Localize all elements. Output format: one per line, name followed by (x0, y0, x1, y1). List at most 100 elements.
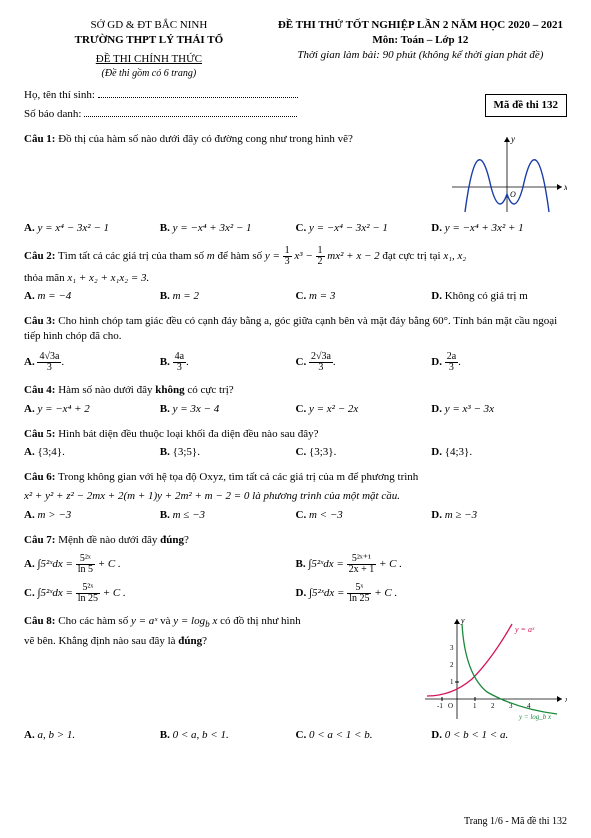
header-right: ĐỀ THI THỬ TỐT NGHIỆP LẦN 2 NĂM HỌC 2020… (274, 18, 567, 80)
svg-text:O: O (448, 702, 453, 710)
q6-label: Câu 6: (24, 471, 55, 483)
q8-C: C. 0 < a < 1 < b. (296, 728, 432, 743)
header-left: SỞ GD & ĐT BẮC NINH TRƯỜNG THPT LÝ THÁI … (24, 18, 274, 80)
svg-text:y: y (510, 134, 515, 144)
q2-B: B. m = 2 (160, 289, 296, 304)
q8-graph: x y O -1 1 2 3 4 1 2 3 y = aˣ y = log_b … (417, 614, 567, 724)
q6-B: B. m ≤ −3 (160, 508, 296, 523)
q1-label: Câu 1: (24, 133, 55, 145)
q7-D: D. ∫5²ˣdx = 5ˣln 25 + C . (296, 583, 568, 604)
q1-choices: A. y = x⁴ − 3x² − 1 B. y = −x⁴ + 3x² − 1… (24, 221, 567, 236)
info-block: Họ, tên thí sinh: Số báo danh: Mã đề thi… (24, 88, 567, 122)
q2-C: C. m = 3 (296, 289, 432, 304)
id-label: Số báo danh: (24, 108, 81, 120)
q2-t1: Tìm tất cả các giá trị của tham số (58, 250, 207, 262)
q7-label: Câu 7: (24, 534, 55, 546)
q2-t2: để hàm số (218, 250, 265, 262)
school: TRƯỜNG THPT LÝ THÁI TỔ (24, 33, 274, 48)
q5-label: Câu 5: (24, 428, 55, 440)
q6-text: Trong không gian với hệ tọa độ Oxyz, tìm… (58, 471, 418, 483)
svg-text:y = aˣ: y = aˣ (514, 625, 535, 634)
q4-text: Hàm số nào dưới đây không có cực trị? (58, 384, 233, 396)
q3-A: A. 4√3a3. (24, 352, 160, 373)
question-7: Câu 7: Mệnh đề nào dưới đây đúng? A. ∫5²… (24, 533, 567, 604)
svg-text:x: x (563, 182, 567, 192)
q1-B: B. y = −x⁴ + 3x² − 1 (160, 221, 296, 236)
q6-C: C. m < −3 (296, 508, 432, 523)
svg-text:3: 3 (450, 644, 454, 652)
q1-D: D. y = −x⁴ + 3x² + 1 (431, 221, 567, 236)
q3-text: Cho hình chóp tam giác đều có cạnh đáy b… (24, 315, 557, 342)
q8-t2: vẽ bên. Khẳng định nào sau đây là đúng? (24, 634, 417, 649)
question-5: Câu 5: Hình bát diện đều thuộc loại khối… (24, 427, 567, 461)
svg-text:y: y (460, 616, 465, 625)
q3-choices: A. 4√3a3. B. 4a3. C. 2√3a3. D. 2a3. (24, 352, 567, 373)
footer: Trang 1/6 - Mã đề thi 132 (464, 815, 567, 829)
question-4: Câu 4: Hàm số nào dưới đây không có cực … (24, 383, 567, 417)
subject: Môn: Toán – Lớp 12 (274, 33, 567, 48)
q4-B: B. y = 3x − 4 (160, 402, 296, 417)
q8-D: D. 0 < b < 1 < a. (431, 728, 567, 743)
q2-cond: thỏa mãn x₁ + x₂ + x₁x₂ = 3. (24, 271, 567, 286)
question-1: Câu 1: Đồ thị của hàm số nào dưới đây có… (24, 132, 567, 236)
q1-text: Đồ thị của hàm số nào dưới đây có đường … (58, 133, 353, 145)
name-label: Họ, tên thí sinh: (24, 89, 95, 101)
q1-graph: x y O (447, 132, 567, 217)
q6-choices: A. m > −3 B. m ≤ −3 C. m < −3 D. m ≥ −3 (24, 508, 567, 523)
svg-text:y = log_b x: y = log_b x (518, 713, 552, 721)
q7-choices: A. ∫5²ˣdx = 5²ˣln 5 + C . B. ∫5²ˣdx = 5²… (24, 554, 567, 604)
q8-t1: Cho các hàm số y = aˣ và y = logb x có đ… (58, 615, 300, 627)
q7-A: A. ∫5²ˣdx = 5²ˣln 5 + C . (24, 554, 296, 575)
q8-label: Câu 8: (24, 615, 55, 627)
question-2: Câu 2: Tìm tất cả các giá trị của tham s… (24, 246, 567, 305)
dept: SỞ GD & ĐT BẮC NINH (24, 18, 274, 33)
q3-D: D. 2a3. (431, 352, 567, 373)
q2-choices: A. m = −4 B. m = 2 C. m = 3 D. Không có … (24, 289, 567, 304)
q6-D: D. m ≥ −3 (431, 508, 567, 523)
q1-A: A. y = x⁴ − 3x² − 1 (24, 221, 160, 236)
svg-text:2: 2 (491, 702, 495, 710)
svg-text:x: x (564, 695, 567, 704)
q8-B: B. 0 < a, b < 1. (160, 728, 296, 743)
q7-C: C. ∫5²ˣdx = 5²ˣln 25 + C . (24, 583, 296, 604)
q2-m: m (207, 250, 215, 262)
svg-text:2: 2 (450, 661, 454, 669)
title: ĐỀ THI THỬ TỐT NGHIỆP LẦN 2 NĂM HỌC 2020… (274, 18, 567, 33)
q7-B: B. ∫5²ˣdx = 5²ˣ⁺¹2x + 1 + C . (296, 554, 568, 575)
q5-choices: A. {3;4}. B. {3;5}. C. {3;3}. D. {4;3}. (24, 445, 567, 460)
svg-text:O: O (510, 190, 516, 199)
q3-C: C. 2√3a3. (296, 352, 432, 373)
header: SỞ GD & ĐT BẮC NINH TRƯỜNG THPT LÝ THÁI … (24, 18, 567, 80)
q3-label: Câu 3: (24, 315, 55, 327)
question-6: Câu 6: Trong không gian với hệ tọa độ Ox… (24, 470, 567, 523)
q4-label: Câu 4: (24, 384, 55, 396)
q5-C: C. {3;3}. (296, 445, 432, 460)
official: ĐỀ THI CHÍNH THỨC (24, 52, 274, 67)
q8-choices: A. a, b > 1. B. 0 < a, b < 1. C. 0 < a <… (24, 728, 567, 743)
q8-A: A. a, b > 1. (24, 728, 160, 743)
q2-label: Câu 2: (24, 250, 55, 262)
question-8: Câu 8: Cho các hàm số y = aˣ và y = logb… (24, 614, 567, 743)
q6-A: A. m > −3 (24, 508, 160, 523)
id-dotted (84, 107, 297, 117)
q5-D: D. {4;3}. (431, 445, 567, 460)
name-dotted (98, 88, 298, 98)
q2-A: A. m = −4 (24, 289, 160, 304)
q6-eq: x² + y² + z² − 2mx + 2(m + 1)y + 2m² + m… (24, 489, 567, 504)
q5-A: A. {3;4}. (24, 445, 160, 460)
q2-D: D. Không có giá trị m (431, 289, 567, 304)
q4-C: C. y = x² − 2x (296, 402, 432, 417)
q4-A: A. y = −x⁴ + 2 (24, 402, 160, 417)
q3-B: B. 4a3. (160, 352, 296, 373)
q4-D: D. y = x³ − 3x (431, 402, 567, 417)
svg-text:1: 1 (450, 678, 454, 686)
q7-text: Mệnh đề nào dưới đây đúng? (58, 534, 189, 546)
q4-choices: A. y = −x⁴ + 2 B. y = 3x − 4 C. y = x² −… (24, 402, 567, 417)
question-3: Câu 3: Cho hình chóp tam giác đều có cạn… (24, 314, 567, 373)
svg-text:-1: -1 (437, 702, 443, 710)
q1-C: C. y = −x⁴ − 3x² − 1 (296, 221, 432, 236)
q5-B: B. {3;5}. (160, 445, 296, 460)
exam-code: Mã đề thi 132 (485, 94, 567, 117)
svg-text:1: 1 (473, 702, 477, 710)
q5-text: Hình bát diện đều thuộc loại khối đa diệ… (58, 428, 318, 440)
